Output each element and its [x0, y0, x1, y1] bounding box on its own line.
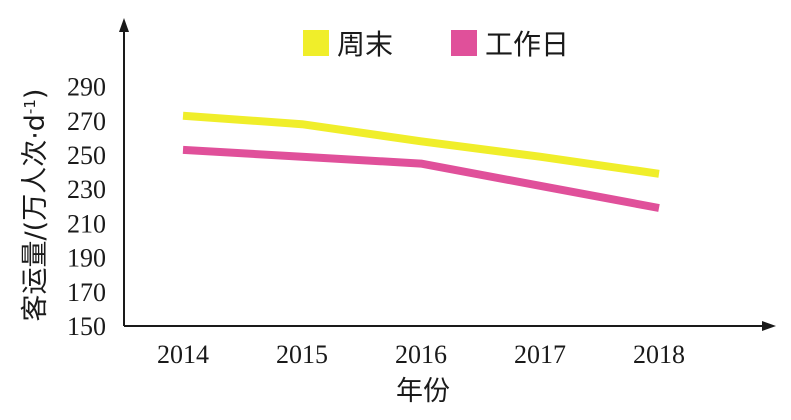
x-tick-label: 2018: [633, 340, 685, 369]
series-line-weekday: [182, 145, 660, 212]
y-tick-label: 250: [67, 141, 106, 170]
y-tick-label: 270: [67, 107, 106, 136]
x-tick-label: 2017: [514, 340, 566, 369]
y-axis-title-main: 客运量/(万人次·d: [20, 114, 51, 321]
y-tick-label: 170: [67, 278, 106, 307]
series-line-weekend: [182, 111, 660, 178]
y-tick-label: 290: [67, 73, 106, 102]
y-axis-title-close: ): [20, 89, 51, 100]
legend-swatch-weekday: [451, 30, 477, 56]
y-axis-title: 客运量/(万人次·d-1): [20, 89, 51, 322]
y-tick-label: 230: [67, 175, 106, 204]
y-tick-label: 210: [67, 209, 106, 238]
series-lines: [182, 111, 660, 212]
y-axis-title-superscript: -1: [21, 99, 39, 114]
y-axis-arrow: [119, 18, 129, 32]
legend-label-weekend: 周末: [337, 28, 393, 61]
legend-swatch-weekend: [303, 30, 329, 56]
x-tick-label: 2016: [395, 340, 447, 369]
x-tick-labels: 2014 2015 2016 2017 2018: [157, 340, 685, 369]
y-tick-labels: 150 170 190 210 230 250 270 290: [67, 73, 106, 341]
legend: 周末 工作日: [303, 28, 569, 61]
x-tick-label: 2014: [157, 340, 209, 369]
y-tick-label: 150: [67, 312, 106, 341]
legend-label-weekday: 工作日: [485, 28, 569, 61]
y-tick-label: 190: [67, 244, 106, 273]
x-axis-title: 年份: [396, 376, 450, 407]
x-axis-arrow: [762, 321, 776, 331]
x-tick-label: 2015: [276, 340, 328, 369]
